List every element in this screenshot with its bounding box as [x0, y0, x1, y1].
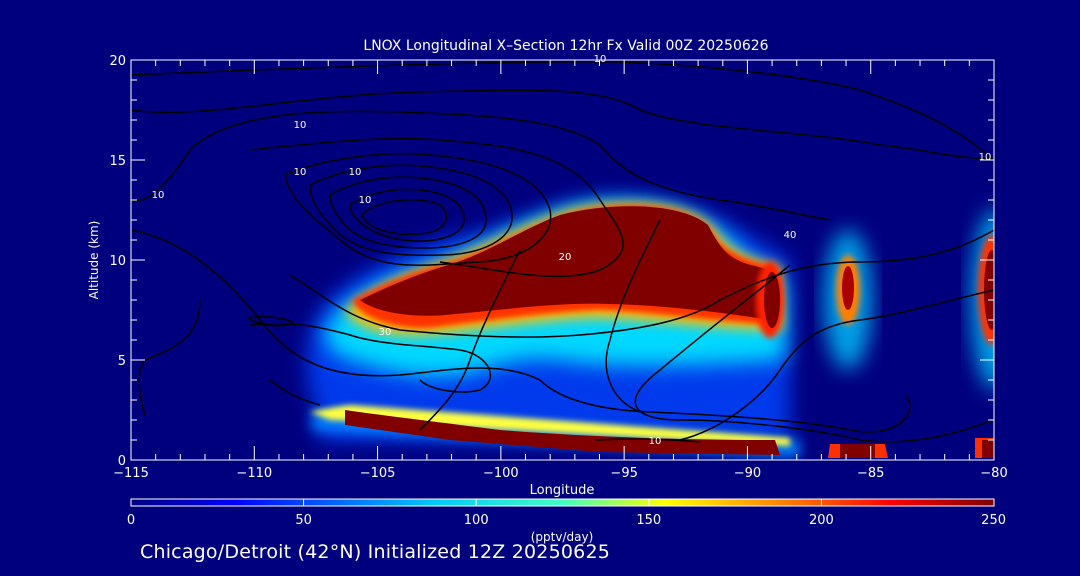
y-tick-labels: 0 5 10 15 20: [109, 54, 126, 469]
contour-line: [138, 299, 201, 416]
x-tick-label: −100: [483, 466, 519, 481]
colorbar-ticks: 0 50 100 150 200 250: [127, 499, 1006, 528]
footer-caption: Chicago/Detroit (42°N) Initialized 12Z 2…: [140, 541, 611, 563]
x-tick-label: −105: [360, 466, 396, 481]
contour-line: [679, 289, 994, 441]
y-tick-label: 0: [118, 454, 126, 469]
field-low-edge: [310, 405, 790, 446]
contour-label: 10: [979, 152, 992, 163]
field-low-core: [345, 410, 780, 455]
contour-label: 10: [649, 436, 662, 447]
x-tick-label: −85: [857, 466, 884, 481]
contour-line: [131, 110, 831, 221]
x-tick-label: −110: [236, 466, 272, 481]
contour-line: [284, 152, 552, 266]
x-tick-labels: −115 −110 −105 −100 −95 −90 −85 −80: [113, 466, 1008, 481]
chart-title: LNOX Longitudinal X–Section 12hr Fx Vali…: [363, 38, 768, 54]
field-col-c-core: [984, 250, 994, 330]
contour-line: [419, 249, 521, 431]
colorbar: [130, 498, 995, 507]
contour-line: [309, 164, 513, 256]
colorbar-tick-label: 100: [464, 513, 489, 528]
contour-line: [634, 264, 994, 443]
colorbar-units: (pptv/day): [531, 530, 594, 544]
contour-line: [329, 176, 487, 249]
contour-label: 20: [559, 252, 572, 263]
contour-label: 30: [379, 327, 392, 338]
field-low-b-core: [840, 444, 875, 458]
colorbar-tick-label: 50: [295, 513, 312, 528]
contour-line: [131, 60, 994, 161]
contour-line: [247, 316, 294, 327]
contour-label: 10: [359, 195, 372, 206]
y-tick-label: 15: [109, 154, 126, 169]
y-tick-label: 5: [118, 354, 126, 369]
y-axis-label: Altitude (km): [87, 221, 101, 300]
contour-line: [361, 199, 448, 236]
contour-line: [289, 229, 994, 338]
axis-ticks: [130, 59, 995, 461]
contour-label: 10: [294, 167, 307, 178]
contour-line: [269, 379, 321, 406]
contour-line: [249, 137, 624, 278]
field-col-c-glow: [971, 210, 994, 390]
x-tick-label: −80: [980, 466, 1007, 481]
contour-label: 40: [784, 230, 797, 241]
field-col-a-core: [764, 272, 780, 328]
contour-line: [349, 188, 465, 242]
field-col-b-core: [842, 266, 854, 310]
contour-label: 10: [152, 190, 165, 201]
colorbar-tick-label: 0: [127, 513, 135, 528]
x-axis-label: Longitude: [530, 483, 595, 498]
colorbar-tick-label: 250: [981, 513, 1006, 528]
colorbar-tick-label: 150: [636, 513, 661, 528]
y-tick-label: 20: [109, 54, 126, 69]
x-tick-label: −115: [113, 466, 149, 481]
contour-line: [131, 89, 994, 160]
x-tick-label: −90: [734, 466, 761, 481]
x-tick-label: −95: [610, 466, 637, 481]
contour-label: 10: [349, 167, 362, 178]
contour-label: 10: [294, 120, 307, 131]
colorbar-tick-label: 200: [809, 513, 834, 528]
contour-line: [594, 438, 701, 443]
contours: [131, 60, 994, 443]
contour-line: [249, 322, 492, 393]
lnox-field: [306, 197, 994, 458]
contour-line: [131, 229, 911, 433]
field-core-upper: [360, 206, 770, 320]
y-tick-label: 10: [109, 254, 126, 269]
field-low-c-core: [982, 440, 994, 458]
contour-line: [605, 219, 661, 413]
